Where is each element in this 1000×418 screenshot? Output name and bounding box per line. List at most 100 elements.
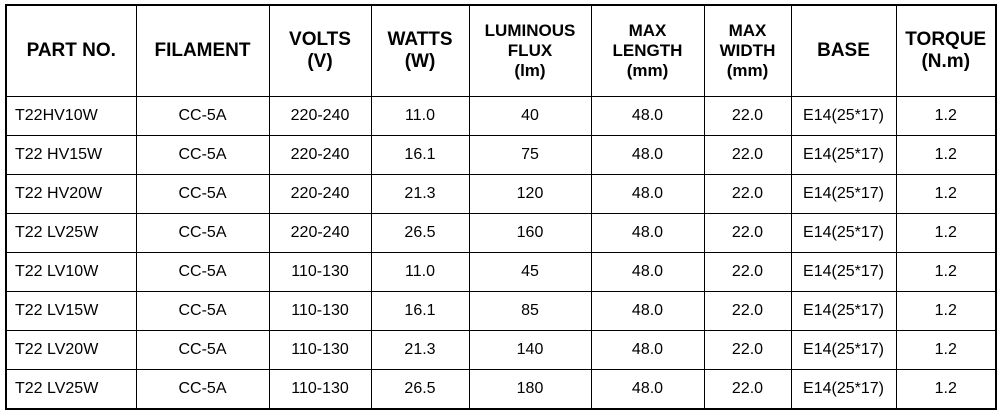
table-row: T22 LV25W CC-5A 110-130 26.5 180 48.0 22.0 E14(… [5, 369, 997, 410]
table-cell: 1.2 [895, 291, 997, 331]
table-cell: 48.0 [590, 330, 705, 370]
table-cell: 48.0 [590, 291, 705, 331]
header-text: (mm) [626, 61, 669, 80]
table-cell: CC-5A [135, 291, 270, 331]
header-cell: MAX WIDTH (mm) [703, 4, 792, 97]
table-cell: 1.2 [895, 369, 997, 410]
table-cell: E14(25*17) [790, 135, 897, 175]
table-cell: CC-5A [135, 135, 270, 175]
table-cell: 110-130 [268, 252, 372, 292]
table-cell: 16.1 [370, 291, 470, 331]
table-cell: 11.0 [370, 96, 470, 136]
table-cell: 40 [468, 96, 592, 136]
header-text: BASE [817, 40, 870, 61]
header-text: TORQUE [905, 29, 987, 50]
table-cell: T22HV10W [5, 96, 137, 136]
table-cell: 22.0 [703, 252, 792, 292]
table-cell: 48.0 [590, 369, 705, 410]
table-row: T22 LV25W CC-5A 220-240 26.5 160 48.0 22.0 E14(… [5, 213, 997, 253]
table-cell: 85 [468, 291, 592, 331]
table-cell: 45 [468, 252, 592, 292]
table-cell: 220-240 [268, 96, 372, 136]
header-text: (lm) [514, 61, 546, 80]
header-text: PART NO. [26, 40, 116, 61]
table-cell: 22.0 [703, 369, 792, 410]
header-text: (mm) [726, 61, 769, 80]
header-cell: TORQUE (N.m) [895, 4, 997, 97]
table-cell: 160 [468, 213, 592, 253]
table-cell: 22.0 [703, 96, 792, 136]
table-cell: 180 [468, 369, 592, 410]
header-cell: BASE [790, 4, 897, 97]
table-cell: T22 LV25W [5, 369, 137, 410]
table-cell: CC-5A [135, 330, 270, 370]
table-cell: E14(25*17) [790, 252, 897, 292]
table-cell: E14(25*17) [790, 174, 897, 214]
table-cell: 26.5 [370, 369, 470, 410]
table-cell: E14(25*17) [790, 369, 897, 410]
table-cell: E14(25*17) [790, 96, 897, 136]
table-cell: T22 HV15W [5, 135, 137, 175]
table-cell: 22.0 [703, 330, 792, 370]
table-cell: 48.0 [590, 252, 705, 292]
header-cell: LUMINOUS FLUX (lm) [468, 4, 592, 97]
table-cell: 1.2 [895, 330, 997, 370]
table-cell: CC-5A [135, 252, 270, 292]
header-cell: PART NO. [5, 4, 137, 97]
table-cell: 220-240 [268, 213, 372, 253]
table-cell: 220-240 [268, 135, 372, 175]
table-cell: CC-5A [135, 213, 270, 253]
table-cell: 110-130 [268, 330, 372, 370]
table-cell: 48.0 [590, 96, 705, 136]
header-cell: FILAMENT [135, 4, 270, 97]
table-cell: 26.5 [370, 213, 470, 253]
table-cell: 140 [468, 330, 592, 370]
table-cell: T22 HV20W [5, 174, 137, 214]
table-cell: CC-5A [135, 369, 270, 410]
table-cell: CC-5A [135, 96, 270, 136]
table-cell: 220-240 [268, 174, 372, 214]
header-cell: WATTS (W) [370, 4, 470, 97]
table-cell: 21.3 [370, 174, 470, 214]
table-cell: T22 LV10W [5, 252, 137, 292]
table-row: T22 HV20W CC-5A 220-240 21.3 120 48.0 22.0 E14(… [5, 174, 997, 214]
table-cell: 120 [468, 174, 592, 214]
table-cell: 16.1 [370, 135, 470, 175]
header-text: FILAMENT [154, 40, 251, 61]
table-cell: 110-130 [268, 291, 372, 331]
header-text: (N.m) [921, 51, 971, 72]
table-row: T22 LV15W CC-5A 110-130 16.1 85 48.0 22.0 E14(2… [5, 291, 997, 331]
table-cell: 11.0 [370, 252, 470, 292]
table-body: T22HV10W CC-5A 220-240 11.0 40 48.0 22.0 E14(25… [5, 96, 997, 410]
table-cell: E14(25*17) [790, 291, 897, 331]
table-cell: 22.0 [703, 174, 792, 214]
table-cell: 22.0 [703, 213, 792, 253]
table-cell: 1.2 [895, 96, 997, 136]
header-text: VOLTS [289, 29, 351, 50]
table-row: T22 LV20W CC-5A 110-130 21.3 140 48.0 22.0 E14(… [5, 330, 997, 370]
header-text: (W) [404, 51, 436, 72]
table-row: T22HV10W CC-5A 220-240 11.0 40 48.0 22.0 E14(25… [5, 96, 997, 136]
spec-table: PART NO. FILAMENT VOLTS (V) WATTS (W) LUMINOUS… [5, 4, 997, 410]
table-cell: 48.0 [590, 213, 705, 253]
header-text: WATTS [387, 29, 453, 50]
table-cell: E14(25*17) [790, 330, 897, 370]
header-text: (V) [307, 51, 333, 72]
header-text: MAX [728, 21, 767, 40]
header-row: PART NO. FILAMENT VOLTS (V) WATTS (W) LUMINOUS… [5, 4, 997, 97]
header-cell: MAX LENGTH (mm) [590, 4, 705, 97]
table-cell: T22 LV15W [5, 291, 137, 331]
header-text: LENGTH [612, 41, 683, 60]
table-cell: 48.0 [590, 174, 705, 214]
table-cell: 75 [468, 135, 592, 175]
table-cell: 21.3 [370, 330, 470, 370]
header-text: LUMINOUS [484, 21, 576, 40]
table-cell: 22.0 [703, 135, 792, 175]
table-cell: 1.2 [895, 174, 997, 214]
table-cell: 1.2 [895, 135, 997, 175]
table-cell: E14(25*17) [790, 213, 897, 253]
header-text: FLUX [507, 41, 553, 60]
table-cell: 1.2 [895, 252, 997, 292]
header-cell: VOLTS (V) [268, 4, 372, 97]
